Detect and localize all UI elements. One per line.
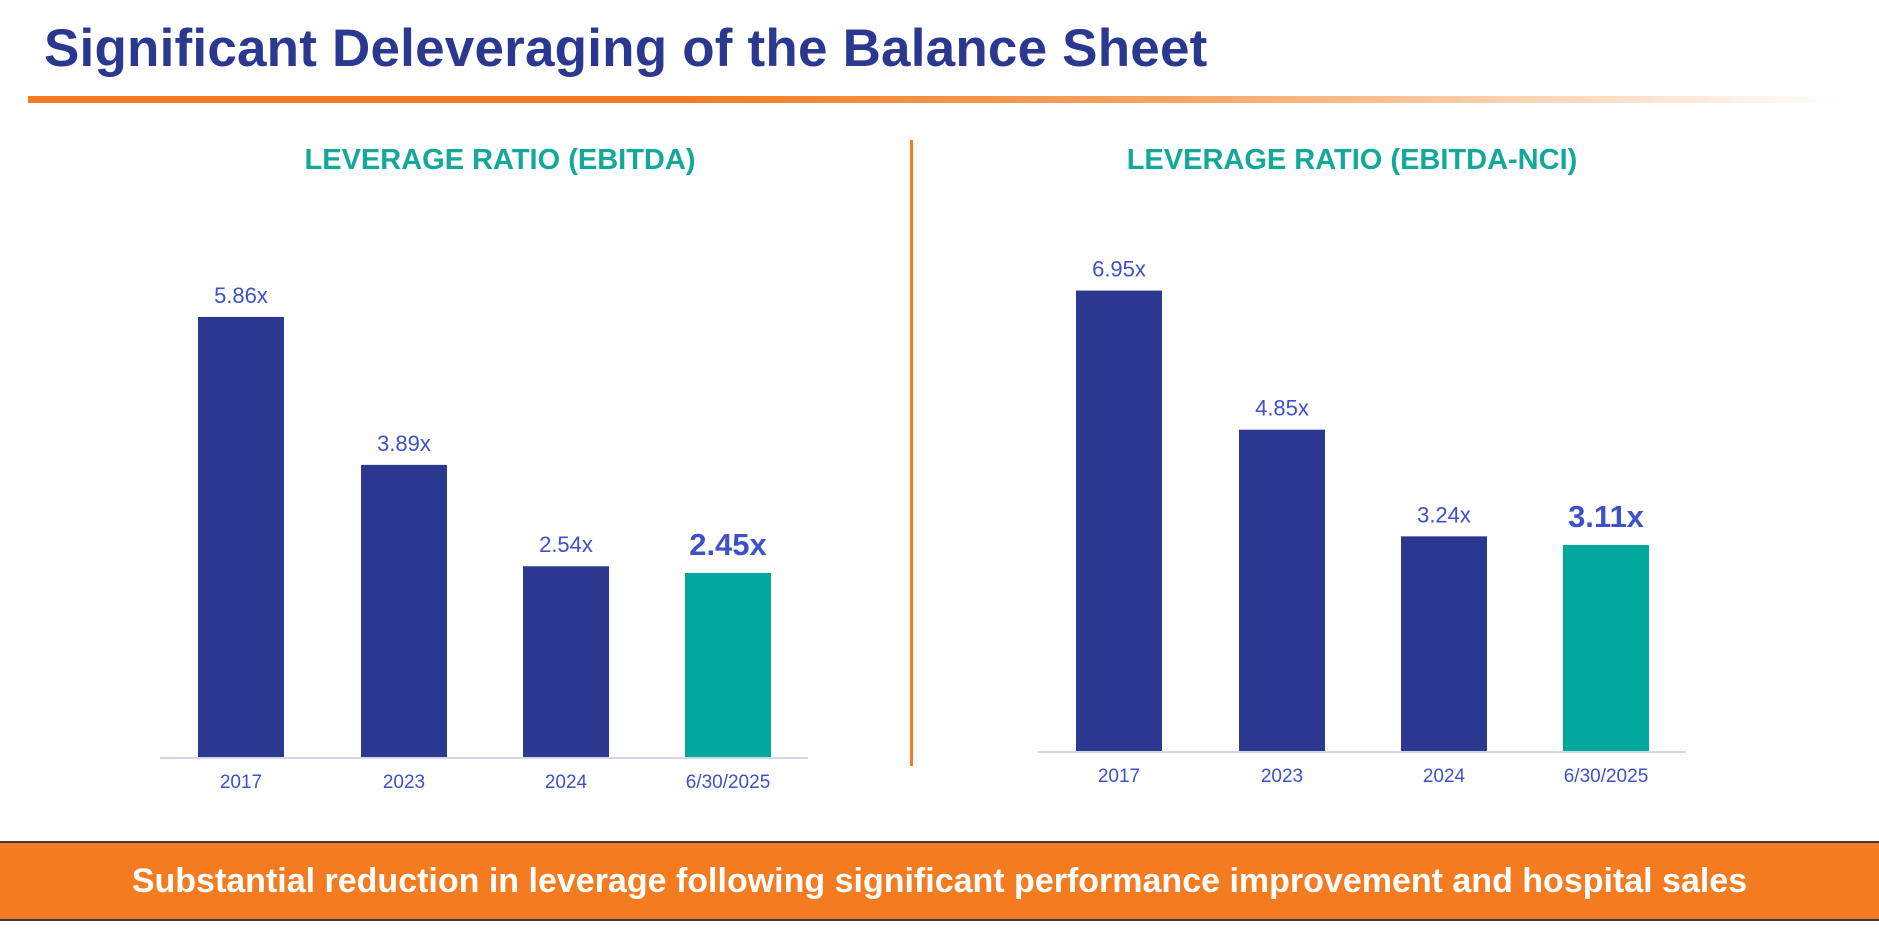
value-label: 3.24x — [1417, 502, 1471, 527]
category-label: 6/30/2025 — [1564, 766, 1649, 787]
bar-6-30-2025 — [685, 573, 771, 757]
chart-title-ebitda: LEVERAGE RATIO (EBITDA) — [304, 144, 696, 176]
category-label: 2017 — [220, 772, 262, 793]
page-title: Significant Deleveraging of the Balance … — [44, 19, 1208, 78]
value-label: 6.95x — [1092, 257, 1146, 282]
category-label: 2024 — [545, 772, 588, 793]
value-label: 5.86x — [214, 283, 268, 308]
category-label: 2023 — [383, 772, 425, 793]
category-label: 2017 — [1098, 766, 1140, 787]
chart-title-ebitda-nci: LEVERAGE RATIO (EBITDA-NCI) — [1126, 144, 1578, 176]
value-label: 2.45x — [689, 527, 767, 562]
summary-banner-text: Substantial reduction in leverage follow… — [131, 861, 1748, 900]
title-underline — [28, 96, 1848, 103]
bar-chart-1: 6.95x 2017 4.85x 2023 3.24x 2024 3.11x 6/30/202… — [1038, 257, 1686, 787]
bar-chart-0: 5.86x 2017 3.89x 2023 2.54x 2024 2.45x 6/30/202… — [160, 283, 808, 793]
value-label: 3.89x — [377, 431, 431, 456]
value-label: 2.54x — [539, 532, 593, 557]
bar-2023 — [361, 464, 447, 757]
category-label: 2024 — [1423, 766, 1466, 787]
value-label: 3.11x — [1568, 499, 1645, 534]
bar-2017 — [1076, 290, 1162, 751]
category-label: 2023 — [1261, 766, 1303, 787]
bar-2017 — [198, 316, 284, 757]
value-label: 4.85x — [1255, 396, 1309, 421]
panel-divider — [910, 140, 913, 766]
category-label: 6/30/2025 — [686, 772, 771, 793]
summary-banner: Substantial reduction in leverage follow… — [0, 841, 1879, 921]
bar-2024 — [523, 566, 609, 757]
bar-2024 — [1401, 536, 1487, 751]
bar-6-30-2025 — [1563, 544, 1649, 751]
bar-2023 — [1239, 429, 1325, 751]
